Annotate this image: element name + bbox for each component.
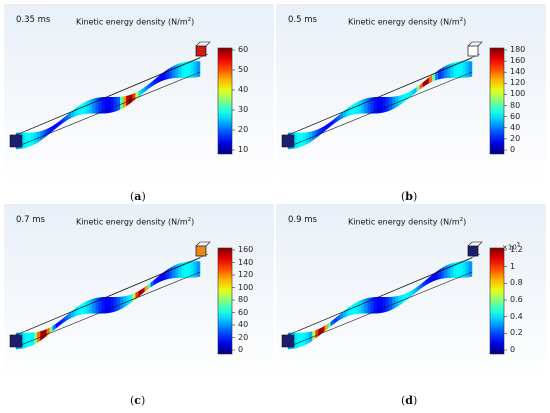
colorbar [217, 47, 233, 155]
time-label-d: 0.9 ms [288, 215, 317, 225]
colorbar-tick-label: 60 [510, 111, 521, 121]
colorbar-title-c: Kinetic energy density (N/m2) [76, 217, 195, 227]
colorbar-tick-label: 1.2 [510, 245, 523, 254]
colorbar-title-d: Kinetic energy density (N/m2) [348, 217, 467, 227]
caption-c: (c) [130, 394, 146, 407]
colorbar [217, 247, 233, 355]
colorbar-tick-label: 20 [238, 332, 249, 342]
colorbar-tick-label: 40 [238, 85, 249, 94]
colorbar-tick-label: 0.6 [510, 295, 523, 304]
caption-b: (b) [401, 190, 418, 203]
colorbar-tick-label: 10 [238, 145, 249, 154]
end-mass [195, 41, 211, 57]
time-label-c: 0.7 ms [16, 215, 45, 225]
panel-d: 0.9 ms Kinetic energy density (N/m2) ×10… [276, 204, 546, 384]
colorbar-tick-label: 0 [510, 145, 516, 154]
panel-a: 0.35 ms Kinetic energy density (N/m2) 60… [4, 4, 274, 184]
plot-area-b [276, 4, 546, 184]
time-label-a: 0.35 ms [16, 15, 51, 25]
colorbar-tick-label: 60 [238, 45, 249, 54]
colorbar-tick-label: 0.2 [510, 328, 523, 338]
time-label-b: 0.5 ms [288, 15, 317, 25]
colorbar-tick-label: 50 [238, 65, 249, 74]
undeformed-wireframe [281, 253, 481, 348]
caption-a: (a) [130, 190, 146, 203]
colorbar-multiplier-d: ×103 [502, 242, 520, 252]
colorbar-tick-label: 1 [510, 261, 516, 271]
colorbar-tick-label: 60 [238, 307, 249, 317]
undeformed-wireframe [281, 53, 481, 148]
plot-area-d [276, 204, 546, 384]
colorbar-tick-label: 40 [238, 320, 249, 329]
colorbar-tick-label: 20 [238, 125, 249, 134]
colorbar-tick-label: 100 [238, 282, 254, 292]
colorbar [489, 247, 505, 355]
panel-b: 0.5 ms Kinetic energy density (N/m2) 180… [276, 4, 546, 184]
undeformed-wireframe [9, 253, 209, 348]
colorbar-tick-label: 80 [238, 295, 249, 304]
colorbar [489, 47, 505, 155]
colorbar-tick-label: 120 [510, 78, 526, 88]
colorbar-title-b: Kinetic energy density (N/m2) [348, 17, 467, 27]
colorbar-tick-label: 160 [238, 245, 254, 254]
colorbar-tick-label: 140 [510, 67, 526, 77]
colorbar-tick-label: 20 [510, 133, 521, 143]
plot-area-a [4, 4, 274, 184]
colorbar-tick-label: 0.4 [510, 311, 523, 321]
colorbar-tick-label: 120 [238, 270, 254, 279]
end-mass [195, 241, 211, 257]
colorbar-tick-label: 30 [238, 105, 249, 114]
plot-area-c [4, 204, 274, 384]
colorbar-tick-label: 160 [510, 56, 526, 66]
colorbar-title-a: Kinetic energy density (N/m2) [76, 17, 195, 27]
colorbar-tick-label: 140 [238, 257, 254, 267]
colorbar-tick-label: 0.8 [510, 278, 523, 288]
colorbar-tick-label: 0 [238, 345, 244, 354]
panel-c: 0.7 ms Kinetic energy density (N/m2) 160… [4, 204, 274, 384]
colorbar-tick-label: 100 [510, 89, 526, 99]
colorbar-tick-label: 180 [510, 45, 526, 54]
colorbar-tick-label: 0 [510, 345, 516, 354]
end-mass [467, 41, 483, 57]
colorbar-tick-label: 80 [510, 100, 521, 110]
undeformed-wireframe [9, 53, 209, 148]
end-mass [467, 241, 483, 257]
colorbar-tick-label: 40 [510, 122, 521, 132]
caption-d: (d) [401, 394, 418, 407]
